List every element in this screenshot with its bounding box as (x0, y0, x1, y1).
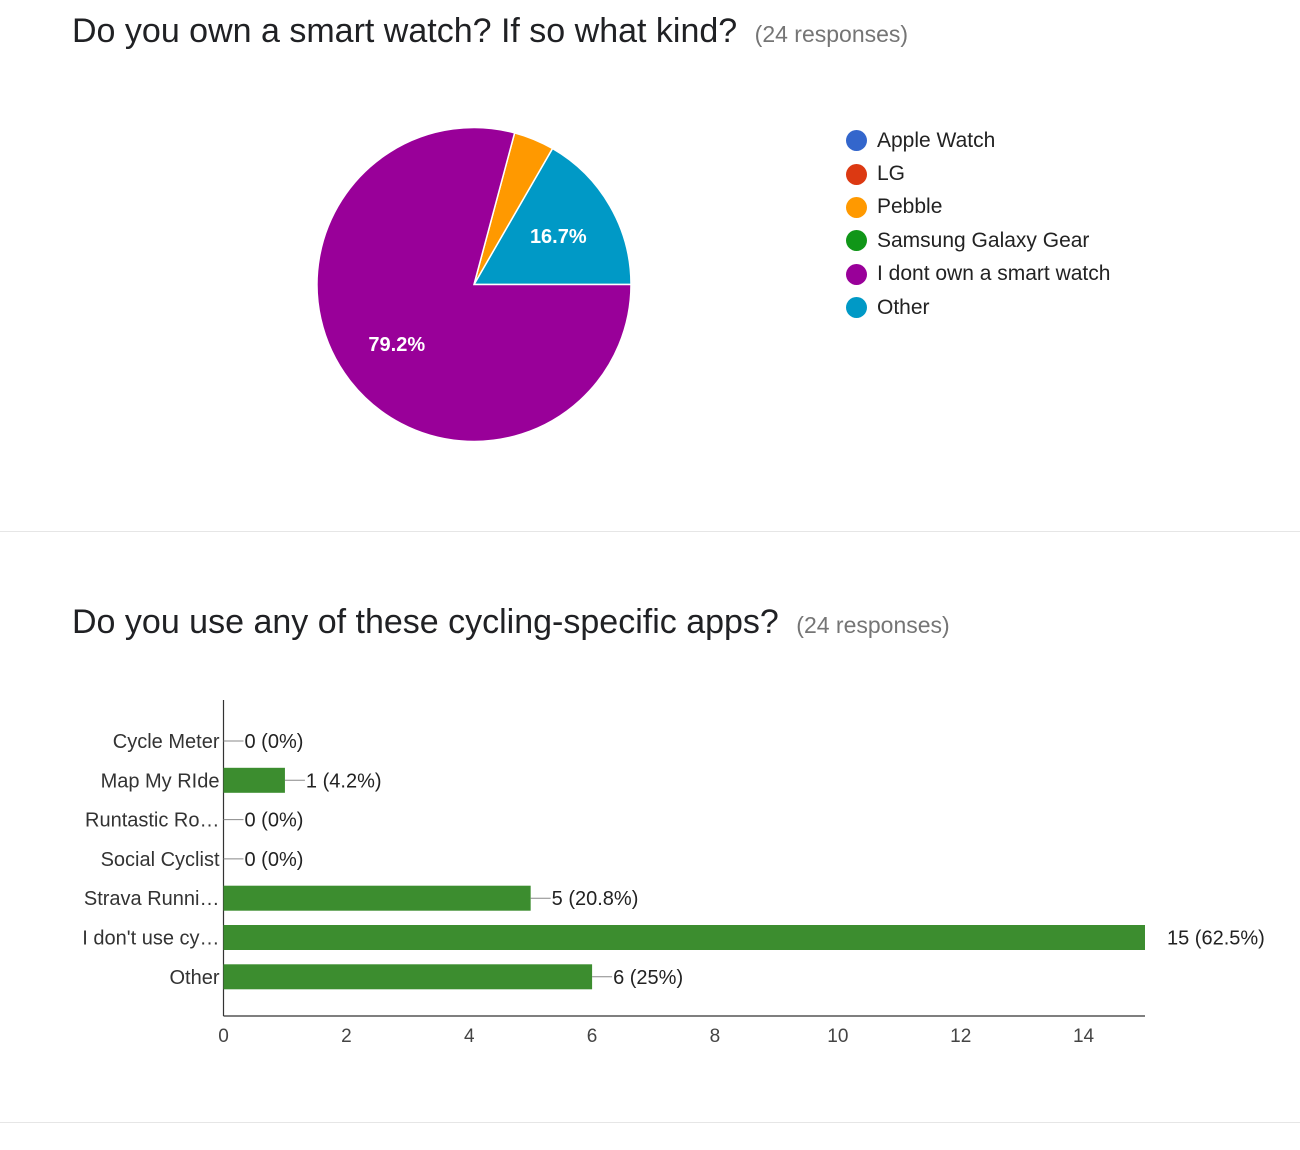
legend-item-pebble: Pebble (846, 191, 1110, 224)
pie-slice-i-dont-own-a-smart-watch (316, 126, 632, 443)
pie-slice-label: 16.7% (530, 226, 587, 248)
legend-item-lg: LG (846, 157, 1110, 190)
legend-label: Other (877, 295, 930, 319)
data-label: 15 (62.5%) (1167, 928, 1265, 950)
data-label: 0 (0%) (245, 810, 304, 832)
data-label: 0 (0%) (245, 849, 304, 871)
legend-label: I dont own a smart watch (877, 262, 1111, 286)
data-label: 5 (20.8%) (552, 888, 639, 910)
legend-color-swatch (846, 163, 867, 185)
pie-legend: Apple Watch LG Pebble Samsung Galaxy Gear I … (846, 124, 1110, 324)
legend-label: Pebble (877, 195, 943, 219)
legend-label: Apple Watch (877, 128, 996, 152)
legend-item-i-dont-own-a-smart-watch: I dont own a smart watch (846, 258, 1110, 291)
data-label: 1 (4.2%) (306, 770, 382, 792)
legend-color-swatch (846, 230, 867, 252)
category-label: Strava Runni… (84, 888, 220, 910)
question-1-title: Do you own a smart watch? If so what kin… (72, 12, 908, 51)
legend-item-other: Other (846, 291, 1110, 324)
bar-i-don-t-use-cy (223, 925, 1145, 950)
category-label: Social Cyclist (101, 849, 220, 871)
bar-strava-runni (223, 885, 531, 911)
x-tick-label: 4 (464, 1026, 475, 1047)
bar-map-my-ride (223, 767, 285, 793)
legend-color-swatch (846, 297, 867, 319)
pie-slice-label: 79.2% (368, 334, 425, 356)
category-label: Other (169, 967, 219, 989)
category-label: Cycle Meter (113, 731, 220, 753)
x-tick-label: 2 (341, 1026, 352, 1047)
x-tick-label: 6 (587, 1026, 598, 1047)
bar-other (223, 964, 593, 990)
pie-chart: 16.7% 79.2% (316, 126, 632, 443)
section-divider (0, 531, 1300, 532)
legend-color-swatch (846, 196, 867, 218)
x-tick-label: 12 (950, 1026, 971, 1047)
legend-label: Samsung Galaxy Gear (877, 228, 1090, 252)
section-divider (0, 1122, 1300, 1123)
question-1-text: Do you own a smart watch? If so what kin… (72, 12, 738, 50)
x-tick-label: 0 (218, 1026, 229, 1047)
legend-color-swatch (846, 130, 867, 152)
category-label: Map My RIde (101, 770, 220, 792)
data-label: 6 (25%) (613, 967, 683, 989)
pie-slice-other (472, 147, 632, 286)
question-2-response-count: (24 responses) (796, 612, 950, 638)
x-tick-label: 14 (1073, 1026, 1095, 1047)
category-label: I don't use cy… (82, 928, 219, 950)
question-1-response-count: (24 responses) (754, 21, 909, 47)
legend-color-swatch (846, 263, 867, 285)
x-tick-label: 10 (827, 1026, 848, 1047)
question-2-text: Do you use any of these cycling-specific… (72, 603, 779, 641)
data-label: 0 (0%) (245, 731, 304, 753)
x-tick-label: 8 (710, 1026, 721, 1047)
legend-label: LG (877, 162, 906, 186)
legend-item-apple-watch: Apple Watch (846, 124, 1110, 157)
category-label: Runtastic Ro… (85, 810, 220, 832)
legend-item-samsung-galaxy-gear: Samsung Galaxy Gear (846, 224, 1110, 257)
question-2-title: Do you use any of these cycling-specific… (72, 603, 950, 642)
